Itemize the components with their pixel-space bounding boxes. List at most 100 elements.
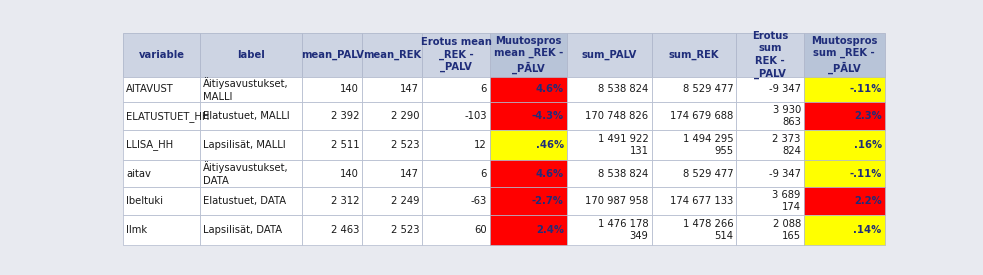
Bar	[804, 130, 885, 160]
Text: label: label	[237, 50, 264, 60]
Text: 170 748 826: 170 748 826	[585, 111, 649, 121]
Bar	[567, 160, 652, 187]
Text: Ilmk: Ilmk	[126, 225, 147, 235]
Bar	[652, 33, 736, 76]
Bar	[423, 187, 490, 215]
Bar	[567, 215, 652, 245]
Text: .14%: .14%	[853, 225, 882, 235]
Text: 60: 60	[474, 225, 487, 235]
Text: 2.4%: 2.4%	[536, 225, 564, 235]
Bar	[423, 215, 490, 245]
Text: 1 478 266
514: 1 478 266 514	[682, 219, 733, 241]
Text: 147: 147	[400, 84, 419, 94]
Bar	[123, 33, 200, 76]
Bar	[123, 215, 200, 245]
Text: 3 930
863: 3 930 863	[773, 105, 801, 127]
Text: Erotus mean
_REK -
_PALV: Erotus mean _REK - _PALV	[421, 37, 492, 72]
Bar	[302, 215, 362, 245]
Bar	[200, 102, 302, 130]
Text: 6: 6	[481, 169, 487, 178]
Text: 140: 140	[340, 84, 359, 94]
Bar	[362, 102, 423, 130]
Text: 8 529 477: 8 529 477	[682, 169, 733, 178]
Bar	[490, 130, 567, 160]
Text: 174 677 133: 174 677 133	[669, 196, 733, 206]
Bar	[804, 102, 885, 130]
Bar	[123, 160, 200, 187]
Bar	[490, 76, 567, 102]
Bar	[123, 187, 200, 215]
Bar	[362, 187, 423, 215]
Text: 8 538 824: 8 538 824	[599, 169, 649, 178]
Text: aitav: aitav	[126, 169, 150, 178]
Text: Äitiysavustukset,
MALLI: Äitiysavustukset, MALLI	[202, 77, 288, 101]
Bar	[423, 160, 490, 187]
Text: -103: -103	[464, 111, 487, 121]
Text: AITAVUST: AITAVUST	[126, 84, 174, 94]
Text: 2 088
165: 2 088 165	[773, 219, 801, 241]
Text: 2.2%: 2.2%	[854, 196, 882, 206]
Bar	[736, 102, 804, 130]
Bar	[567, 76, 652, 102]
Bar	[804, 160, 885, 187]
Text: 147: 147	[400, 169, 419, 178]
Text: 2 312: 2 312	[330, 196, 359, 206]
Text: 140: 140	[340, 169, 359, 178]
Text: -9 347: -9 347	[769, 84, 801, 94]
Text: 2 523: 2 523	[390, 140, 419, 150]
Text: sum_REK: sum_REK	[668, 50, 720, 60]
Text: 2 463: 2 463	[330, 225, 359, 235]
Bar	[423, 76, 490, 102]
Text: 2 373
824: 2 373 824	[773, 134, 801, 156]
Bar	[200, 215, 302, 245]
Text: 1 476 178
349: 1 476 178 349	[598, 219, 649, 241]
Text: mean_PALV: mean_PALV	[301, 50, 364, 60]
Bar	[804, 215, 885, 245]
Bar	[362, 160, 423, 187]
Bar	[123, 102, 200, 130]
Bar	[804, 33, 885, 76]
Text: -2.7%: -2.7%	[532, 196, 564, 206]
Bar	[302, 33, 362, 76]
Text: 8 529 477: 8 529 477	[682, 84, 733, 94]
Text: 8 538 824: 8 538 824	[599, 84, 649, 94]
Bar	[302, 187, 362, 215]
Text: 3 689
174: 3 689 174	[773, 190, 801, 212]
Text: Muutospros
sum _REK -
_PĀLV: Muutospros sum _REK - _PĀLV	[811, 36, 878, 74]
Text: -63: -63	[471, 196, 487, 206]
Text: .16%: .16%	[853, 140, 882, 150]
Bar	[567, 102, 652, 130]
Text: Lapsilisät, DATA: Lapsilisät, DATA	[202, 225, 282, 235]
Bar	[423, 102, 490, 130]
Text: 6: 6	[481, 84, 487, 94]
Bar	[652, 130, 736, 160]
Text: Ibeltuki: Ibeltuki	[126, 196, 163, 206]
Bar	[362, 215, 423, 245]
Text: 4.6%: 4.6%	[536, 169, 564, 178]
Text: 2 511: 2 511	[330, 140, 359, 150]
Bar	[736, 160, 804, 187]
Bar	[736, 215, 804, 245]
Bar	[652, 76, 736, 102]
Bar	[123, 76, 200, 102]
Bar	[302, 130, 362, 160]
Text: Elatustuet, DATA: Elatustuet, DATA	[202, 196, 286, 206]
Bar	[490, 215, 567, 245]
Text: 2 392: 2 392	[330, 111, 359, 121]
Bar	[200, 76, 302, 102]
Bar	[362, 130, 423, 160]
Bar	[567, 187, 652, 215]
Bar	[302, 76, 362, 102]
Text: ELATUSTUET_HH: ELATUSTUET_HH	[126, 111, 209, 122]
Text: 170 987 958: 170 987 958	[585, 196, 649, 206]
Text: Lapsilisät, MALLI: Lapsilisät, MALLI	[202, 140, 285, 150]
Bar	[736, 33, 804, 76]
Text: 4.6%: 4.6%	[536, 84, 564, 94]
Bar	[302, 102, 362, 130]
Bar	[736, 187, 804, 215]
Bar	[652, 102, 736, 130]
Bar	[423, 33, 490, 76]
Text: 1 491 922
131: 1 491 922 131	[598, 134, 649, 156]
Bar	[490, 160, 567, 187]
Bar	[490, 187, 567, 215]
